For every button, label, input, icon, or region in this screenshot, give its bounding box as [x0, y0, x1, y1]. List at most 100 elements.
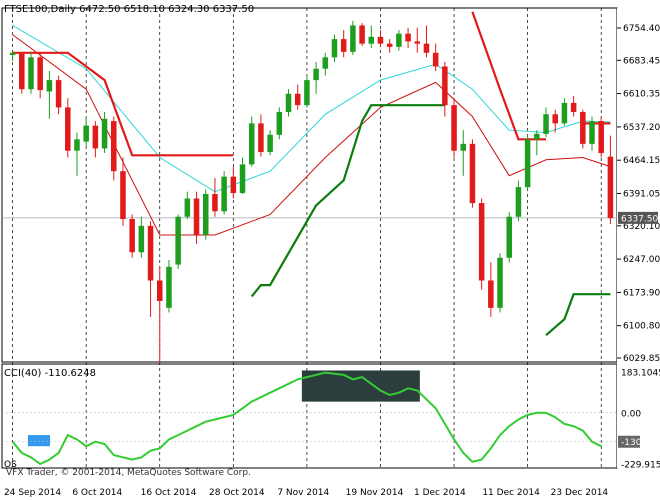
cci-tick-label: -229.9156 [621, 461, 660, 471]
candle-body [543, 114, 549, 134]
candle-body [414, 41, 421, 44]
candle-body [478, 203, 485, 281]
candle-body [313, 68, 319, 81]
candle-body [111, 121, 117, 172]
candle-body [497, 257, 503, 308]
cci-line [11, 371, 602, 466]
cci-highlight-box [301, 370, 420, 402]
price-tick-label: 6610.35 [623, 90, 660, 100]
candle-body [202, 193, 209, 235]
candle-body [460, 143, 467, 151]
ohlc-label: 6472.50 6518.10 6324.30 6337.50 [79, 4, 255, 15]
candle-body [285, 93, 292, 112]
candle-body [368, 36, 375, 44]
candle-body [267, 134, 273, 153]
candle-body [166, 266, 172, 308]
candle-body [101, 118, 108, 149]
candle-body [534, 133, 540, 140]
copyright-label: VFX Trader, © 2001-2014, MetaQuotes Soft… [6, 468, 251, 478]
price-tick-label: 6683.45 [623, 56, 660, 66]
candle-body [396, 33, 402, 47]
date-tick-label: 24 Sep 2014 [4, 488, 61, 498]
date-tick-label: 16 Oct 2014 [141, 488, 197, 498]
cci-level-tag [618, 435, 640, 448]
candle-body [212, 193, 218, 212]
date-tick-label: 1 Dec 2014 [414, 488, 466, 498]
candle-body [552, 114, 558, 124]
price-tick-label: 6247.00 [623, 255, 660, 265]
candle-body [294, 93, 301, 106]
os-label: OS [4, 460, 17, 470]
price-tick-label: 6391.05 [623, 189, 660, 199]
date-tick-label: 7 Nov 2014 [277, 488, 329, 498]
candle-body [322, 57, 329, 69]
stop-green-segment [545, 293, 611, 337]
date-tick-label: 6 Oct 2014 [72, 488, 122, 498]
candle-body [258, 123, 264, 153]
cci-tick-label: 0.00 [621, 409, 641, 419]
candle-body [304, 80, 310, 106]
candle-body [506, 216, 512, 258]
price-tick-label: 6320.10 [623, 222, 660, 232]
candle-body [386, 43, 393, 47]
last-price-tag [618, 211, 658, 224]
cci-tick-label: -130 [621, 438, 642, 448]
cci-blue-box [28, 435, 50, 447]
candle-body [524, 139, 531, 188]
candle-body [442, 66, 448, 106]
candle-body [276, 111, 283, 135]
candle-body [120, 171, 126, 220]
candle-body [221, 176, 227, 212]
candle-body [432, 52, 439, 67]
candle-body [129, 219, 135, 253]
candle-body [561, 102, 568, 124]
stop-red-segment [471, 11, 546, 141]
price-tick-label: 6173.90 [623, 288, 660, 298]
candle-body [488, 280, 494, 308]
candle-body [331, 39, 338, 58]
candle-body [147, 225, 154, 281]
last-price-label: 6337.50 [621, 214, 658, 224]
candle-body [184, 198, 191, 217]
candle-body [451, 105, 457, 151]
candle-body [598, 121, 604, 153]
stop-green-segment [250, 104, 445, 298]
candle-body [37, 57, 43, 91]
candle-body [55, 80, 62, 108]
candle-body [175, 216, 181, 265]
price-tick-label: 6464.15 [623, 156, 660, 166]
candle-body [589, 121, 595, 144]
price-tick-label: 6754.40 [623, 24, 660, 34]
indicator-label: CCI(40) -110.6248 [4, 368, 96, 379]
candle-body [239, 164, 246, 194]
candle-body [230, 176, 237, 194]
candle-body [74, 139, 80, 151]
cci-tick-label: 183.1045 [621, 369, 660, 379]
candle-body [19, 53, 25, 90]
candle-body [156, 280, 163, 301]
candle-body [469, 143, 476, 204]
price-tick-label: 6100.80 [623, 322, 660, 332]
stop-red-segment [12, 51, 234, 157]
price-axis-bg [617, 8, 658, 468]
candle-body [193, 198, 200, 235]
price-panel [1, 7, 618, 363]
date-tick-label: 19 Nov 2014 [346, 488, 404, 498]
date-tick-label: 28 Oct 2014 [209, 488, 265, 498]
symbol-header: FTSE100,Daily 6472.50 6518.10 6324.30 63… [4, 4, 254, 15]
date-tick-label: 11 Dec 2014 [482, 488, 540, 498]
price-tick-label: 6537.20 [623, 123, 660, 133]
candle-body [423, 43, 430, 53]
candle-body [359, 25, 365, 44]
symbol-label: FTSE100,Daily [4, 4, 76, 15]
ma-slow-line [12, 34, 611, 236]
candle-body [248, 123, 255, 165]
candle-body [350, 25, 356, 52]
candle-body [515, 187, 522, 217]
candle-body [607, 156, 614, 219]
candle-body [83, 125, 89, 142]
candle-body [9, 52, 16, 56]
price-tick-label: 6029.85 [623, 354, 660, 364]
candle-body [46, 80, 53, 92]
